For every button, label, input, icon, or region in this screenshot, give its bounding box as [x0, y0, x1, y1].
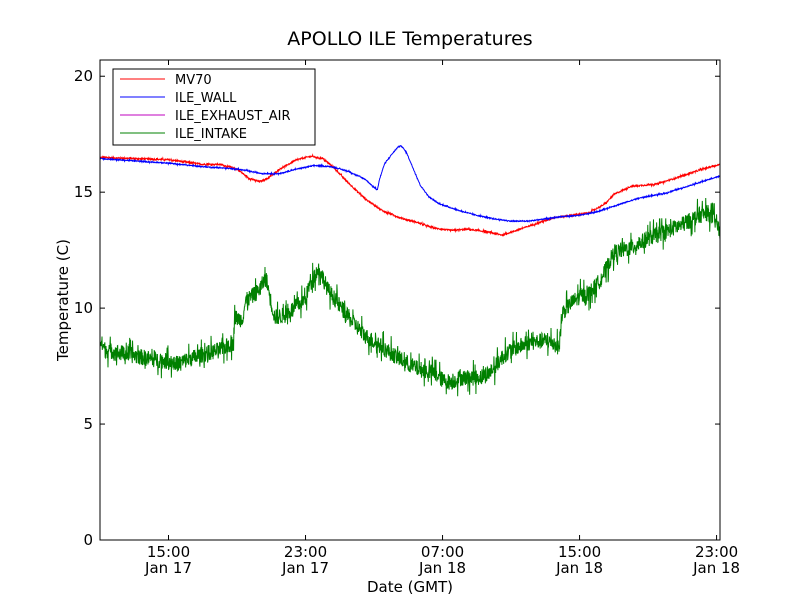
x-tick-date-label: Jan 17: [144, 559, 192, 577]
plot-frame: [99, 59, 721, 541]
legend-box: [112, 68, 316, 146]
x-tick-label: 15:00: [147, 543, 190, 561]
legend-label: ILE_WALL: [175, 91, 237, 106]
y-tick-label: 0: [83, 531, 93, 549]
chart-title: APOLLO ILE Temperatures: [287, 28, 532, 50]
y-tick-label: 5: [83, 415, 93, 433]
x-tick-date-label: Jan 18: [555, 559, 603, 577]
x-tick-label: 15:00: [558, 543, 601, 561]
legend-label: MV70: [175, 73, 212, 88]
x-tick-date-label: Jan 17: [281, 559, 329, 577]
legend-label: ILE_EXHAUST_AIR: [175, 109, 291, 124]
x-tick-label: 23:00: [695, 543, 738, 561]
x-tick-date-label: Jan 18: [418, 559, 466, 577]
legend: MV70 ILE_WALL ILE_EXHAUST_AIR ILE_INTAKE: [112, 68, 316, 146]
y-axis: 0 5 10 15 20: [74, 67, 720, 549]
series-line-mv70: [100, 153, 720, 237]
x-axis-label: Date (GMT): [367, 578, 453, 596]
x-tick-label: 23:00: [284, 543, 327, 561]
x-tick-label: 07:00: [421, 543, 464, 561]
series-line-ile-wall: [100, 145, 720, 223]
y-axis-label: Temperature (C): [54, 239, 72, 362]
y-tick-label: 10: [74, 299, 93, 317]
series-line-ile-intake: [100, 197, 720, 397]
y-tick-label: 15: [74, 183, 93, 201]
legend-label: ILE_INTAKE: [175, 127, 247, 142]
y-tick-label: 20: [74, 67, 93, 85]
x-tick-date-label: Jan 18: [692, 559, 740, 577]
series-layer: [100, 145, 720, 397]
